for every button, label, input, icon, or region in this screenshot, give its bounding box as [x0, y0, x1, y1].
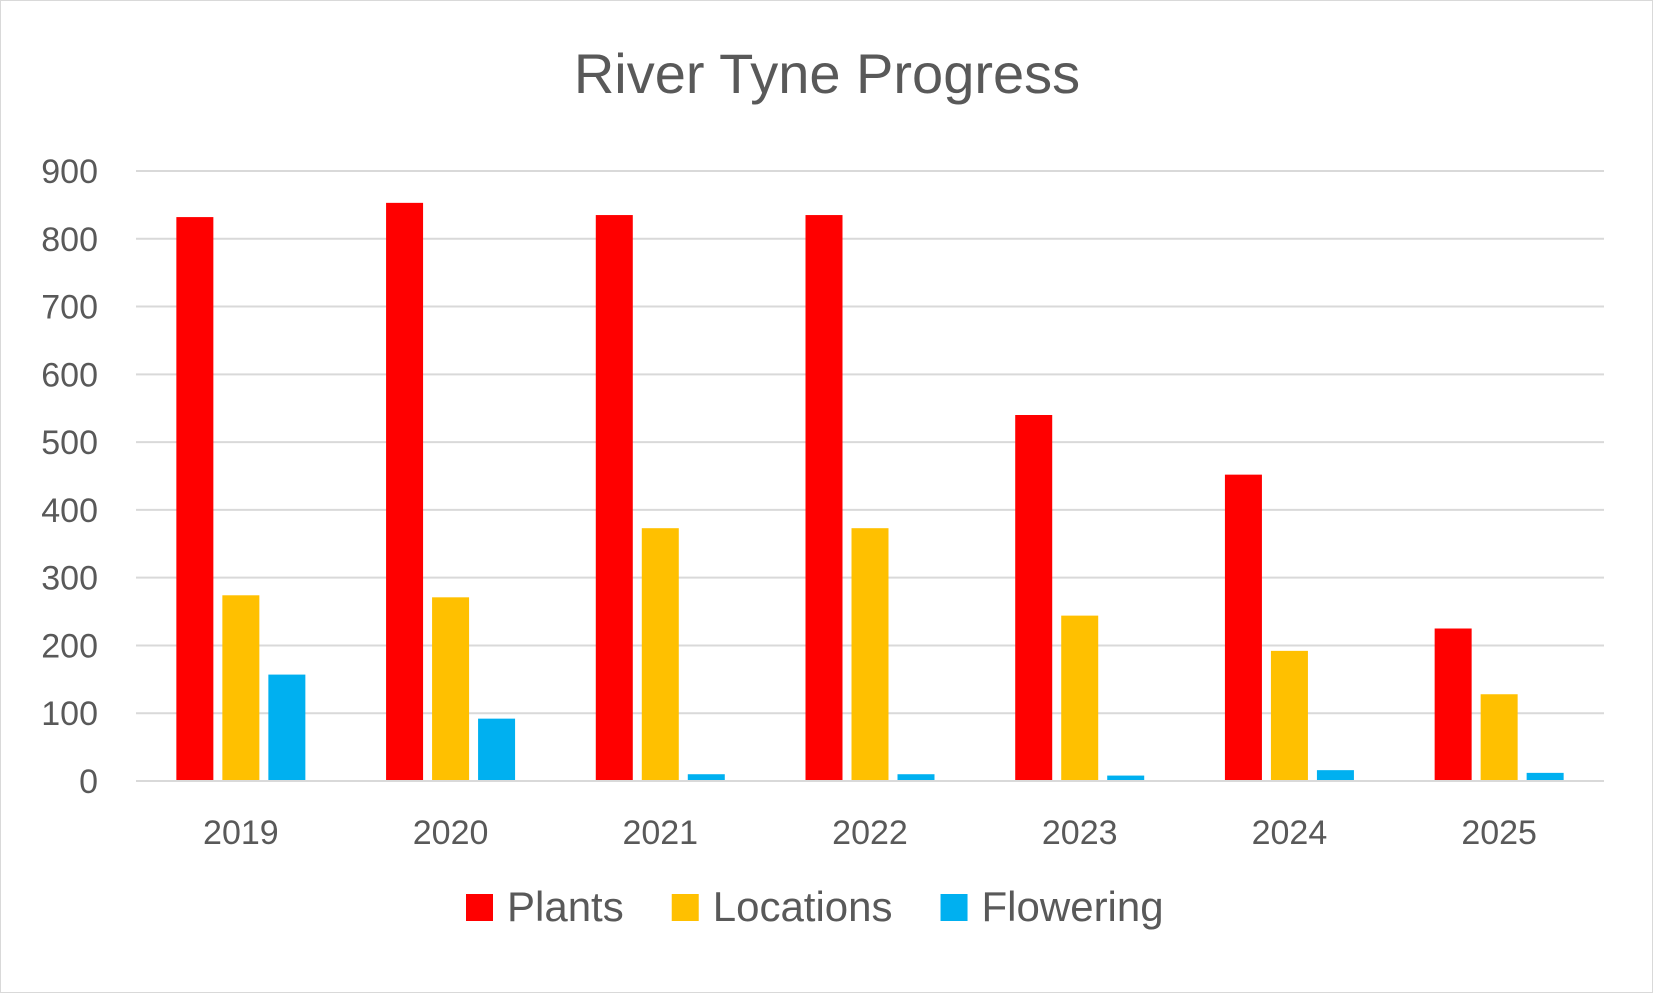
bar-flowering-2020	[478, 718, 516, 781]
legend-label-locations: Locations	[713, 883, 893, 930]
bar-plants-2020	[386, 202, 424, 781]
bar-flowering-2021	[687, 774, 725, 781]
legend-label-plants: Plants	[507, 883, 624, 930]
bar-flowering-2023	[1107, 775, 1145, 781]
bar-plants-2025	[1434, 628, 1472, 781]
chart-title: River Tyne Progress	[574, 42, 1080, 105]
bar-plants-2022	[805, 215, 843, 782]
y-axis: 0 100 200 300 400 500 600 700 800 900	[41, 153, 98, 801]
y-tick-label: 700	[41, 289, 98, 327]
gridlines	[136, 170, 1604, 782]
bar-flowering-2019	[268, 674, 306, 781]
bar-locations-2025	[1480, 694, 1518, 781]
x-tick-label: 2022	[832, 814, 908, 852]
bar-plants-2019	[176, 217, 214, 782]
y-tick-label: 600	[41, 356, 98, 394]
legend-label-flowering: Flowering	[982, 883, 1164, 930]
x-axis: 2019 2020 2021 2022 2023 2024 2025	[136, 780, 1604, 852]
bar-plants-2023	[1015, 415, 1053, 781]
legend-swatch-plants	[466, 894, 493, 921]
y-tick-label: 900	[41, 153, 98, 191]
bar-locations-2019	[222, 595, 260, 781]
bar-flowering-2022	[897, 774, 935, 781]
x-tick-label: 2023	[1042, 814, 1118, 852]
x-tick-label: 2020	[413, 814, 489, 852]
bar-locations-2024	[1270, 650, 1308, 781]
bar-plants-2024	[1224, 474, 1262, 781]
y-tick-label: 300	[41, 560, 98, 598]
y-tick-label: 100	[41, 695, 98, 733]
bar-locations-2023	[1061, 615, 1099, 781]
legend: Plants Locations Flowering	[466, 883, 1164, 930]
y-tick-label: 0	[79, 763, 98, 801]
bar-plants-2021	[595, 215, 633, 782]
bars	[176, 202, 1564, 782]
x-tick-label: 2024	[1252, 814, 1328, 852]
bar-flowering-2025	[1526, 772, 1564, 781]
bar-locations-2020	[432, 597, 470, 781]
y-tick-label: 500	[41, 424, 98, 462]
legend-swatch-locations	[671, 894, 699, 921]
y-tick-label: 200	[41, 627, 98, 665]
y-tick-label: 400	[41, 492, 98, 530]
bar-locations-2021	[641, 528, 679, 781]
x-tick-label: 2021	[622, 814, 698, 852]
bar-locations-2022	[851, 528, 889, 781]
bar-flowering-2024	[1316, 770, 1354, 781]
x-tick-label: 2019	[203, 814, 279, 852]
y-tick-label: 800	[41, 221, 98, 259]
legend-swatch-flowering	[940, 894, 968, 921]
x-tick-label: 2025	[1461, 814, 1537, 852]
